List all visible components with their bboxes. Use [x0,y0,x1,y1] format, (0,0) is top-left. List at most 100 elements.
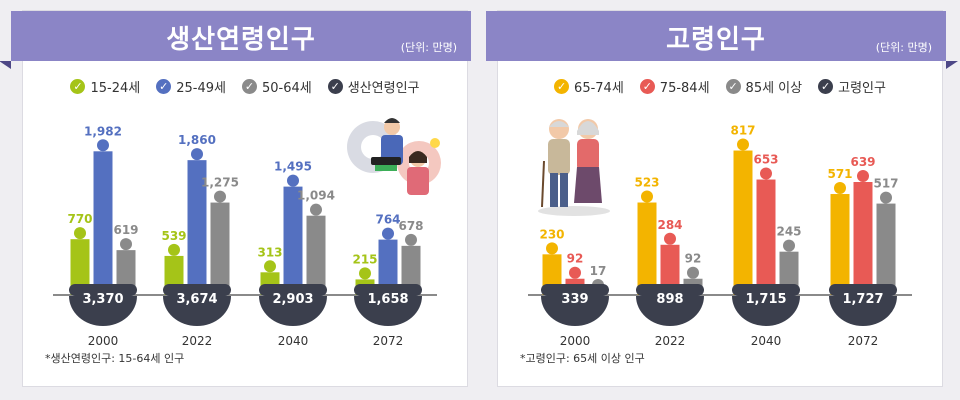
bar-head-marker [687,266,699,279]
check-icon: ✓ [818,79,834,94]
data-label: 215 [352,252,377,266]
total-badge-top [69,284,137,296]
data-label: 17 [590,264,607,278]
footnote: *고령인구: 65세 이상 인구 [520,352,645,365]
legend-label: 15-24세 [90,81,141,96]
bar-head-marker [264,260,276,273]
legend-label: 75-84세 [659,81,710,96]
bar-head-marker [310,203,322,216]
total-badge-top [354,284,422,296]
total-badge-top [636,284,704,296]
legend-item: ✓ 75-84세 [639,77,710,96]
panel-title: 생산연령인구 [166,25,316,55]
panel-title: 고령인구 [666,25,766,55]
data-label: 1,982 [84,124,122,138]
data-label: 764 [375,213,400,227]
bar [306,215,326,295]
total-badge [732,296,800,326]
bar [660,244,680,295]
bar [187,160,207,295]
data-label: 517 [873,177,898,191]
total-label: 3,674 [176,292,217,307]
elderly-couple-illustration [538,119,610,216]
working-age-panel: 생산연령인구 (단위: 만명) ✓ 15-24세 ✓ 25-49세 ✓ 50-6… [0,10,471,387]
bar [401,245,421,295]
data-label: 523 [634,176,659,190]
x-tick-label: 2072 [848,334,879,348]
check-icon: ✓ [241,79,257,94]
footnote: *생산연령인구: 15-64세 인구 [45,352,185,365]
bar [378,239,398,295]
data-label: 639 [850,155,875,169]
check-icon: ✓ [554,79,570,94]
data-label: 313 [257,245,282,259]
bar [756,179,776,295]
legend-item: ✓ 85세 이상 [725,77,803,96]
total-badge-top [259,284,327,296]
bar-head-marker [120,238,132,251]
x-tick-label: 2022 [655,334,686,348]
total-label: 2,903 [272,292,313,307]
bar-head-marker [664,232,676,245]
legend-item: ✓ 생산연령인구 [327,77,420,96]
legend-label: 50-64세 [261,81,312,96]
legend-item: ✓ 15-24세 [70,77,140,96]
total-badge-top [732,284,800,296]
legend-item: ✓ 고령인구 [818,77,886,96]
bar-head-marker [834,182,846,195]
workers-illustration [347,118,441,195]
bar [830,194,850,295]
bar [70,239,90,295]
total-badge [163,296,231,326]
data-label: 245 [776,225,801,239]
legend: ✓ 65-74세 ✓ 75-84세 ✓ 85세 이상 ✓ 고령인구 [498,77,942,96]
total-label: 1,727 [842,292,883,307]
total-label: 1,658 [367,292,408,307]
total-badge [259,296,327,326]
banner-fold [946,61,958,69]
total-label: 339 [561,292,588,307]
data-label: 92 [567,252,584,266]
total-badge [69,296,137,326]
data-label: 817 [730,124,755,138]
bar-head-marker [641,190,653,203]
x-tick-label: 2040 [278,334,309,348]
legend-label: 고령인구 [838,81,886,96]
bar [283,186,303,295]
bar-head-marker [191,148,203,161]
bar-head-marker [737,138,749,151]
data-label: 539 [161,229,186,243]
legend-item: ✓ 65-74세 [554,77,624,96]
check-icon: ✓ [725,79,741,94]
x-tick-label: 2022 [182,334,213,348]
unit-label: (단위: 만명) [875,41,932,54]
legend-label: 85세 이상 [745,81,803,96]
x-tick-label: 2072 [373,334,404,348]
check-icon: ✓ [639,79,655,94]
data-label: 619 [113,223,138,237]
total-badge [829,296,897,326]
legend-label: 65-74세 [574,81,624,96]
bar [876,203,896,295]
bar-head-marker [857,170,869,183]
x-tick-label: 2040 [751,334,782,348]
data-label: 571 [827,167,852,181]
bar [637,202,657,295]
bar [733,150,753,295]
total-badge-top [829,284,897,296]
legend-label: 생산연령인구 [347,81,420,96]
total-badge-top [541,284,609,296]
bar-head-marker [97,139,109,152]
legend-label: 25-49세 [176,81,226,96]
total-badge [636,296,704,326]
bar-head-marker [546,242,558,255]
data-label: 678 [398,219,423,233]
elderly-panel: 고령인구 (단위: 만명) ✓ 65-74세 ✓ 75-84세 ✓ 85세 이상… [486,10,958,387]
total-label: 3,370 [82,292,123,307]
bar-head-marker [760,167,772,180]
x-tick-label: 2000 [88,334,119,348]
bar [116,250,136,295]
bar [210,202,230,295]
bar [93,151,113,295]
x-tick-label: 2000 [560,334,591,348]
